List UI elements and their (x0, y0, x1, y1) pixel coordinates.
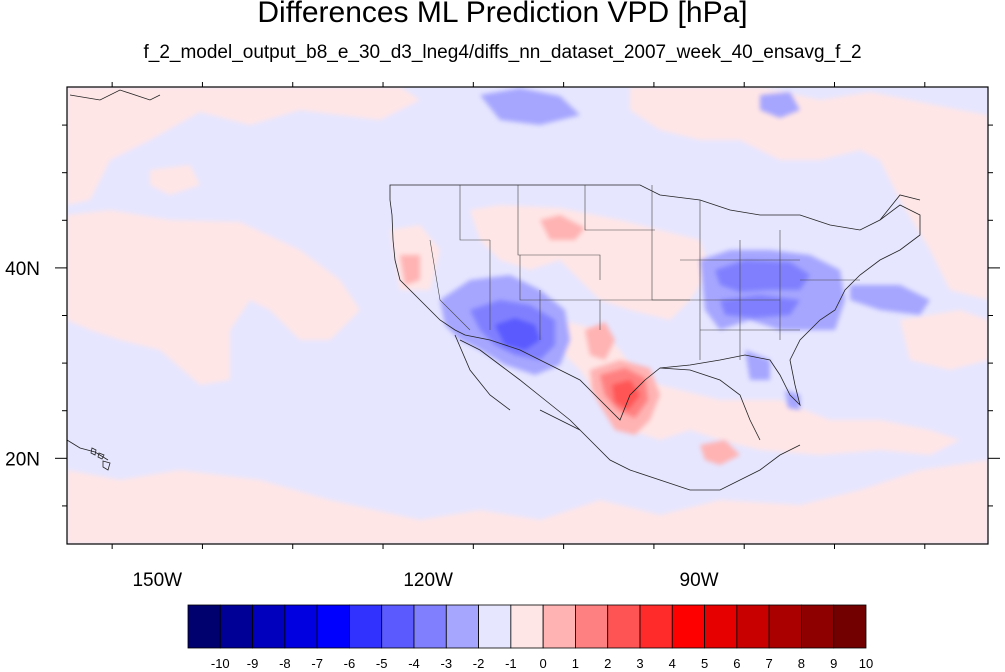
coastlines (67, 89, 921, 491)
colorbar-label: -4 (408, 656, 420, 671)
colorbar-label: 8 (798, 656, 805, 671)
map-title: Differences ML Prediction VPD [hPa] (257, 0, 748, 29)
colorbar-label: 2 (604, 656, 611, 671)
y-tick-label: 40N (5, 259, 40, 280)
colorbar-label: 4 (669, 656, 676, 671)
colorbar-swatch (381, 604, 415, 649)
colorbar-label: 6 (733, 656, 740, 671)
colorbar-label: -1 (505, 656, 517, 671)
colorbar-label: -10 (211, 656, 230, 671)
colorbar-label: -7 (311, 656, 323, 671)
colorbar-swatch (349, 604, 383, 649)
state-borders (429, 185, 860, 360)
colorbar-swatch (510, 604, 544, 649)
colorbar-label: -5 (376, 656, 388, 671)
negative-core-patches (495, 318, 540, 350)
colorbar-swatch (833, 604, 867, 649)
map-subtitle: f_2_model_output_b8_e_30_d3_lneg4/diffs_… (143, 42, 862, 63)
colorbar-swatch (413, 604, 447, 649)
colorbar-swatch (284, 604, 318, 649)
colorbar-label: -6 (344, 656, 356, 671)
axis-ticks (55, 82, 1000, 549)
colorbar-label: 9 (830, 656, 837, 671)
colorbar-swatch (801, 604, 835, 649)
colorbar-swatch (445, 604, 479, 649)
colorbar-swatch (704, 604, 738, 649)
colorbar-label: -3 (441, 656, 453, 671)
colorbar-label: 5 (701, 656, 708, 671)
colorbar-swatch (607, 604, 641, 649)
colorbar: -10 -9 -8 -7 -6 -5 -4 -3 -2 -1 0 1 2 3 4 5 6 7 8 9 10 (187, 604, 873, 671)
colorbar-label: 3 (636, 656, 643, 671)
colorbar-swatch (639, 604, 673, 649)
map-field (67, 87, 988, 544)
colorbar-label: 1 (572, 656, 579, 671)
colorbar-swatch (736, 604, 770, 649)
colorbar-label: -8 (279, 656, 291, 671)
colorbar-label: -9 (247, 656, 259, 671)
colorbar-swatch (575, 604, 609, 649)
y-tick-label: 20N (5, 449, 40, 470)
colorbar-swatch (671, 604, 705, 649)
colorbar-label: -2 (473, 656, 485, 671)
colorbar-label: 10 (859, 656, 873, 671)
colorbar-label: 7 (766, 656, 773, 671)
colorbar-swatch (219, 604, 253, 649)
x-tick-label: 150W (132, 570, 182, 591)
x-tick-label: 90W (680, 570, 719, 591)
colorbar-swatch (252, 604, 286, 649)
colorbar-swatch (316, 604, 350, 649)
colorbar-swatch (187, 604, 221, 649)
x-tick-label: 120W (403, 570, 453, 591)
positive-core-patches (612, 380, 640, 410)
colorbar-swatch (542, 604, 576, 649)
hawaii-islands (90, 447, 111, 471)
colorbar-swatch (478, 604, 512, 649)
colorbar-label: 0 (540, 656, 547, 671)
colorbar-swatch (768, 604, 802, 649)
axis-tick-labels: 150W 120W 90W 40N 20N (5, 259, 719, 591)
